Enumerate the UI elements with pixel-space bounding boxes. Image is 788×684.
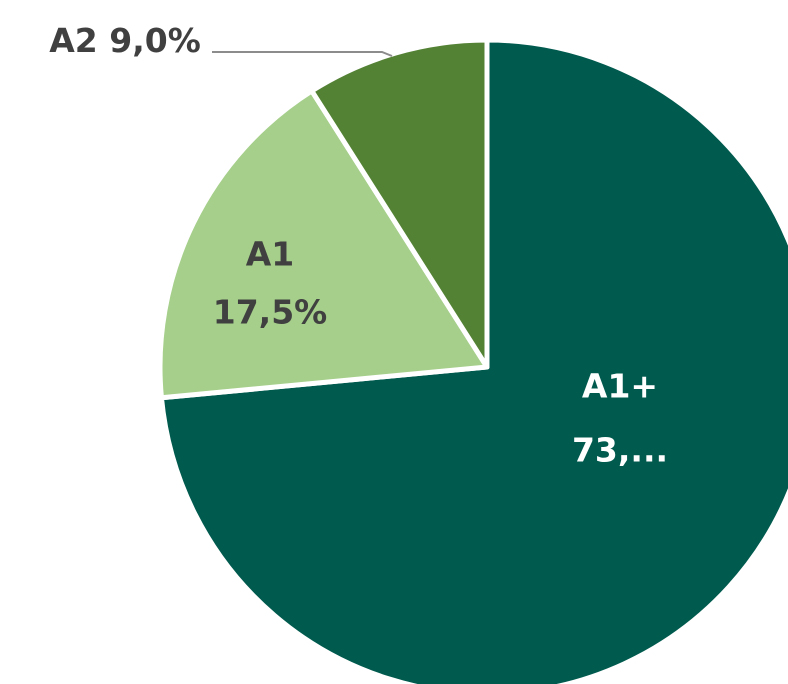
category-label: A1+ bbox=[582, 367, 658, 406]
category-label: A1 bbox=[246, 235, 295, 274]
value-label: 73,... bbox=[572, 431, 668, 470]
pie-slice bbox=[309, 37, 490, 370]
value-label: 9,0% bbox=[109, 21, 201, 60]
value-label: 17,5% bbox=[213, 293, 328, 332]
pie-slice bbox=[157, 88, 490, 401]
category-label: A2 bbox=[49, 21, 98, 60]
pie-slice bbox=[158, 37, 788, 684]
slice-label: A2 9,0% bbox=[49, 21, 201, 60]
leader-line bbox=[212, 51, 393, 57]
